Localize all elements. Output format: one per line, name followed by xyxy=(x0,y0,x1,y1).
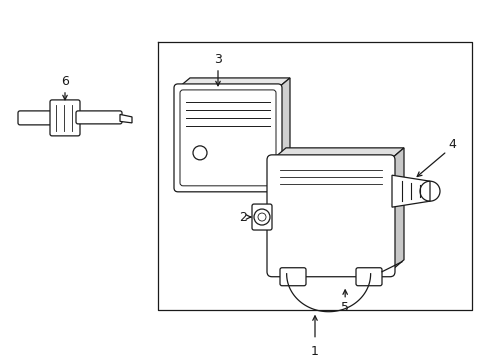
FancyBboxPatch shape xyxy=(18,111,54,125)
FancyBboxPatch shape xyxy=(174,84,282,192)
FancyBboxPatch shape xyxy=(266,155,394,277)
FancyBboxPatch shape xyxy=(355,268,381,286)
Polygon shape xyxy=(120,114,132,123)
Polygon shape xyxy=(278,78,289,188)
FancyBboxPatch shape xyxy=(280,268,305,286)
FancyBboxPatch shape xyxy=(251,204,271,230)
Text: 1: 1 xyxy=(310,345,318,358)
Text: 5: 5 xyxy=(341,301,348,314)
Polygon shape xyxy=(389,148,403,272)
Text: 6: 6 xyxy=(61,76,69,89)
Polygon shape xyxy=(391,175,429,207)
FancyBboxPatch shape xyxy=(76,111,122,124)
Polygon shape xyxy=(178,78,289,88)
Polygon shape xyxy=(271,148,403,160)
FancyBboxPatch shape xyxy=(50,100,80,136)
Text: 2: 2 xyxy=(239,211,246,224)
Text: 4: 4 xyxy=(447,138,455,151)
Text: 3: 3 xyxy=(214,53,222,67)
